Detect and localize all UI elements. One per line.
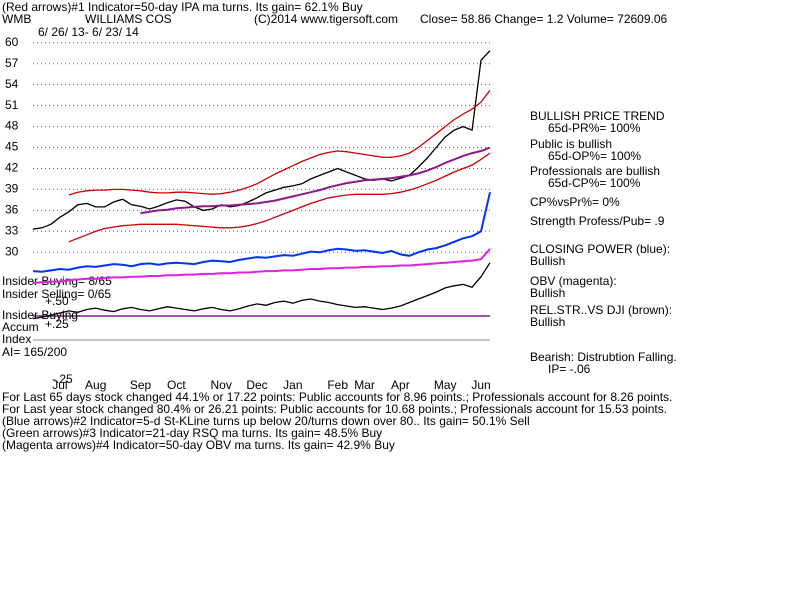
- annotation: Professionals are bullish: [530, 164, 660, 178]
- x-tick-label: Feb: [327, 378, 348, 392]
- y-tick-label: 51: [5, 98, 19, 112]
- x-tick-label: Dec: [246, 378, 267, 392]
- y-tick-label: 39: [5, 182, 19, 196]
- series-line: [32, 248, 491, 284]
- annotation: Insider Buying: [2, 308, 78, 322]
- annotation: +.50: [45, 294, 69, 308]
- annotation: Strength Profess/Pub= .9: [530, 214, 665, 228]
- annotation: Index: [2, 332, 31, 346]
- annotation: For Last year stock changed 80.4% or 26.…: [2, 402, 667, 416]
- annotation: Bullish: [530, 254, 565, 268]
- series-line: [32, 191, 491, 273]
- annotation: Close= 58.86 Change= 1.2 Volume= 72609.0…: [420, 12, 668, 26]
- series-line: [68, 89, 491, 196]
- annotation: CLOSING POWER (blue):: [530, 242, 670, 256]
- x-tick-label: Jan: [283, 378, 302, 392]
- annotation: Accum: [2, 320, 39, 334]
- annotation: Bearish: Distrubtion Falling.: [530, 350, 677, 364]
- x-tick-label: Oct: [167, 378, 186, 392]
- series-line: [68, 152, 491, 243]
- y-tick-label: 36: [5, 203, 19, 217]
- annotation: 6/ 26/ 13- 6/ 23/ 14: [38, 25, 139, 39]
- annotation: Bullish: [530, 286, 565, 300]
- x-tick-label: May: [434, 378, 457, 392]
- annotation: (Magenta arrows)#4 Indicator=50-day OBV …: [2, 438, 395, 452]
- annotation: WILLIAMS COS: [85, 12, 172, 26]
- x-tick-label: Jul: [52, 378, 67, 392]
- y-tick-label: 42: [5, 161, 19, 175]
- x-tick-label: Mar: [354, 378, 375, 392]
- annotation: WMB: [2, 12, 31, 26]
- x-tick-label: Sep: [130, 378, 152, 392]
- annotation: Bullish: [530, 315, 565, 329]
- chart-title: (Red arrows)#1 Indicator=50-day IPA ma t…: [2, 0, 363, 14]
- series-line: [32, 262, 491, 320]
- x-tick-label: Jun: [471, 378, 490, 392]
- annotation: AI= 165/200: [2, 345, 67, 359]
- x-tick-label: Aug: [85, 378, 106, 392]
- y-tick-label: 48: [5, 119, 19, 133]
- series-line: [140, 146, 491, 215]
- annotation: (Blue arrows)#2 Indicator=5-d St-KLine t…: [2, 414, 530, 428]
- y-tick-label: 33: [5, 223, 19, 237]
- annotation: 65d-PR%= 100%: [548, 121, 641, 135]
- annotation: Insider Selling= 0/65: [2, 287, 111, 301]
- annotation: For Last 65 days stock changed 44.1% or …: [2, 390, 672, 404]
- annotation: OBV (magenta):: [530, 274, 617, 288]
- annotation: (C)2014 www.tigersoft.com: [254, 12, 398, 26]
- annotation: -.25: [52, 372, 73, 386]
- annotation: Public is bullish: [530, 137, 612, 151]
- y-tick-label: 57: [5, 56, 19, 70]
- annotation: IP= -.06: [548, 362, 591, 376]
- annotation: (Green arrows)#3 Indicator=21-day RSQ ma…: [2, 426, 382, 440]
- annotation: BULLISH PRICE TREND: [530, 109, 665, 123]
- y-tick-label: 60: [5, 35, 19, 49]
- annotation: REL.STR..VS DJI (brown):: [530, 303, 672, 317]
- y-tick-label: 30: [5, 244, 19, 258]
- x-tick-label: Nov: [211, 378, 232, 392]
- annotation: CP%vsPr%= 0%: [530, 195, 620, 209]
- annotation: 65d-CP%= 100%: [548, 176, 641, 190]
- annotation: 65d-OP%= 100%: [548, 149, 641, 163]
- y-tick-label: 54: [5, 77, 19, 91]
- x-tick-label: Apr: [391, 378, 410, 392]
- series-line: [32, 50, 491, 230]
- y-tick-label: 45: [5, 140, 19, 154]
- annotation: +.25: [45, 317, 69, 331]
